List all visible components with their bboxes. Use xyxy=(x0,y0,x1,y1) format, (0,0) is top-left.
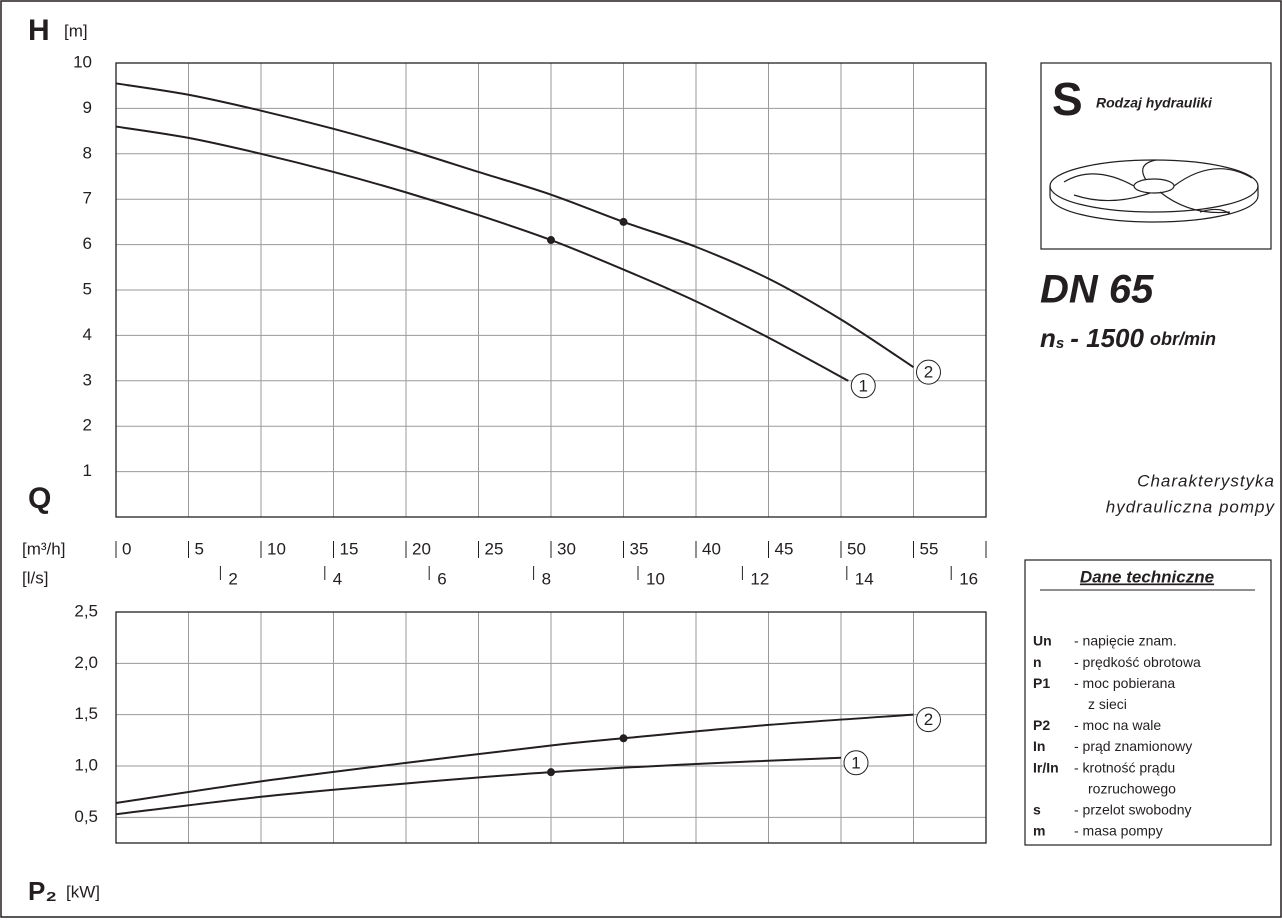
legend-label: 2 xyxy=(924,363,933,382)
operating-point xyxy=(547,236,555,244)
y-tick-label: 1,0 xyxy=(74,755,98,774)
y-tick-label: 2 xyxy=(83,416,92,435)
y-tick-label: 2,5 xyxy=(74,601,98,620)
x2-axis-unit: [l/s] xyxy=(22,568,48,587)
tech-code: Un xyxy=(1033,633,1052,649)
y-tick-label: 9 xyxy=(83,98,92,117)
tech-desc: - prąd znamionowy xyxy=(1074,738,1192,754)
x2-tick-label: 8 xyxy=(542,569,551,588)
operating-point xyxy=(547,768,555,776)
tech-desc: - przelot swobodny xyxy=(1074,802,1192,818)
x2-tick-label: 4 xyxy=(333,569,342,588)
curve xyxy=(116,127,848,381)
x-tick-label: 30 xyxy=(557,539,576,558)
y-tick-label: 3 xyxy=(83,370,92,389)
x-tick-label: 40 xyxy=(702,539,721,558)
tech-code: m xyxy=(1033,823,1045,839)
hydraulics-label: Rodzaj hydrauliki xyxy=(1096,95,1213,111)
y-axis-unit: [m] xyxy=(64,21,88,40)
legend-label: 1 xyxy=(859,376,868,395)
y-axis-title: P₂ xyxy=(28,876,57,906)
impeller-icon xyxy=(1050,160,1258,222)
y-tick-label: 2,0 xyxy=(74,653,98,672)
caption-line: hydrauliczna pompy xyxy=(1106,497,1276,516)
x-tick-label: 35 xyxy=(630,539,649,558)
tech-code: s xyxy=(1033,802,1041,818)
y-tick-label: 4 xyxy=(83,325,92,344)
tech-code: n xyxy=(1033,654,1042,670)
x-tick-label: 15 xyxy=(340,539,359,558)
ns-label: ns - 1500 obr/min xyxy=(1040,323,1216,353)
y-tick-label: 5 xyxy=(83,279,92,298)
tech-desc: - moc na wale xyxy=(1074,717,1161,733)
x-tick-label: 50 xyxy=(847,539,866,558)
y-axis-unit: [kW] xyxy=(66,882,100,901)
legend-label: 1 xyxy=(851,753,860,772)
y-tick-label: 10 xyxy=(73,52,92,71)
y-tick-label: 0,5 xyxy=(74,807,98,826)
tech-code: P2 xyxy=(1033,717,1050,733)
tech-desc: z sieci xyxy=(1088,696,1127,712)
legend-label: 2 xyxy=(924,710,933,729)
x2-tick-label: 2 xyxy=(228,569,237,588)
tech-code: P1 xyxy=(1033,675,1050,691)
x2-tick-label: 12 xyxy=(750,569,769,588)
y-tick-label: 6 xyxy=(83,234,92,253)
tech-code: Ir/In xyxy=(1033,759,1059,775)
tech-code: In xyxy=(1033,738,1045,754)
curve xyxy=(116,83,914,367)
y-axis-title: H xyxy=(28,14,50,47)
tech-desc: rozruchowego xyxy=(1088,780,1176,796)
dn-label: DN 65 xyxy=(1040,268,1154,312)
tech-desc: - masa pompy xyxy=(1074,823,1163,839)
ns-sub: s xyxy=(1056,335,1064,352)
hydraulics-letter: S xyxy=(1052,73,1083,125)
tech-desc: - napięcie znam. xyxy=(1074,633,1177,649)
y-tick-label: 8 xyxy=(83,143,92,162)
operating-point xyxy=(620,218,628,226)
x-tick-label: 20 xyxy=(412,539,431,558)
x2-tick-label: 6 xyxy=(437,569,446,588)
x-tick-label: 0 xyxy=(122,539,131,558)
y-tick-label: 1 xyxy=(83,461,92,480)
x-axis-unit: [m³/h] xyxy=(22,539,65,558)
operating-point xyxy=(620,734,628,742)
ns-n: n xyxy=(1040,323,1056,353)
x-tick-label: 25 xyxy=(485,539,504,558)
tech-rows: Un - napięcie znam. n - prędkość obrotowa P1… xyxy=(1033,633,1201,839)
caption-line: Charakterystyka xyxy=(1137,471,1275,490)
y-tick-label: 7 xyxy=(83,189,92,208)
page: S Rodzaj hydrauliki DN 65 ns- 1500obr/mi… xyxy=(0,0,1282,918)
tech-desc: - prędkość obrotowa xyxy=(1074,654,1201,670)
x2-tick-label: 10 xyxy=(646,569,665,588)
x-axis-title: Q xyxy=(28,482,51,515)
ns-value: - 1500 xyxy=(1070,323,1144,353)
y-tick-label: 1,5 xyxy=(74,704,98,723)
tech-desc: - moc pobierana xyxy=(1074,675,1175,691)
x2-tick-label: 14 xyxy=(855,569,874,588)
x-tick-label: 45 xyxy=(775,539,794,558)
x-tick-label: 5 xyxy=(195,539,204,558)
x-tick-label: 10 xyxy=(267,539,286,558)
tech-title: Dane techniczne xyxy=(1080,567,1214,586)
x-tick-label: 55 xyxy=(920,539,939,558)
tech-desc: - krotność prądu xyxy=(1074,759,1175,775)
charts: 12345678910120,51,01,52,02,512H[m]Q[m³/h… xyxy=(22,14,986,906)
ns-unit: obr/min xyxy=(1150,329,1216,349)
x2-tick-label: 16 xyxy=(959,569,978,588)
